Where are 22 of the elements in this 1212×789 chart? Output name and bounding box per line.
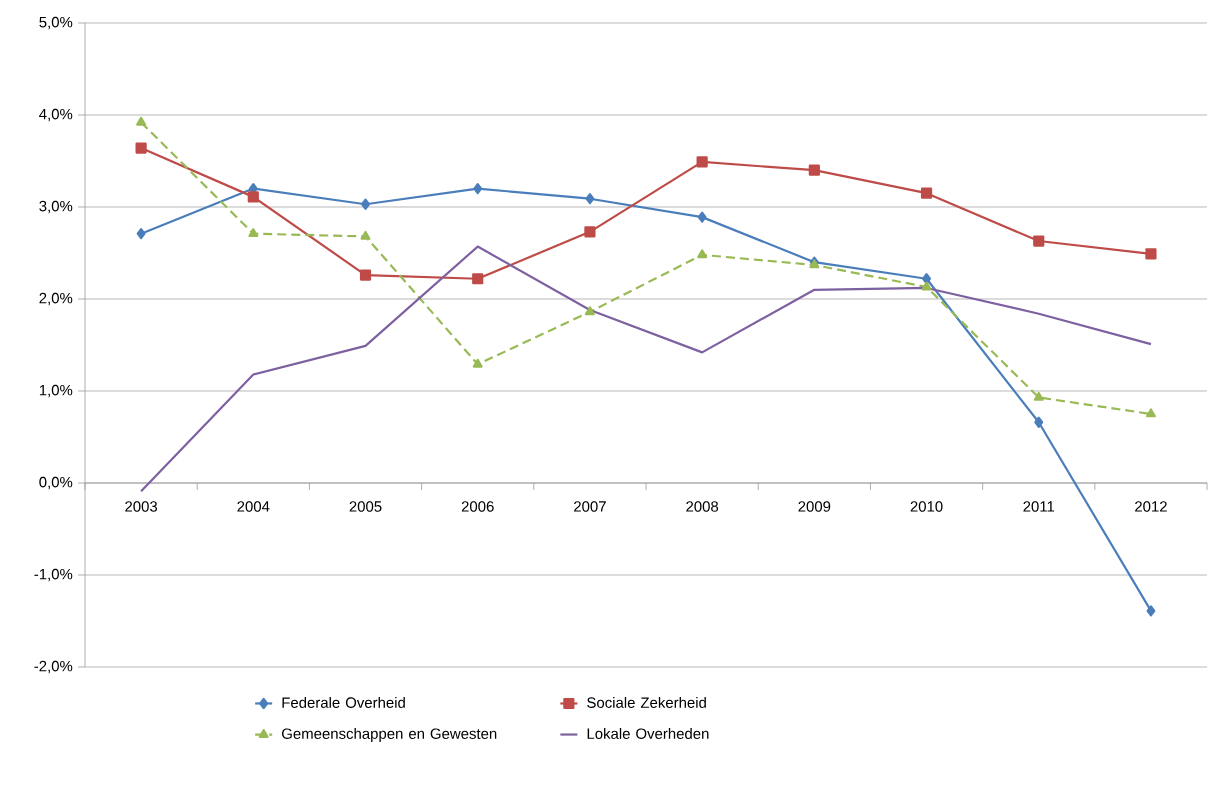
x-tick-label: 2005 <box>349 501 382 512</box>
x-tick-label: 2006 <box>461 501 494 512</box>
y-tick-label: 5,0% <box>39 16 73 30</box>
legend-label: Lokale Overheden <box>587 728 709 739</box>
x-tick-label: 2007 <box>574 501 606 512</box>
y-tick-label: -1,0% <box>34 568 73 582</box>
x-tick-label: 2011 <box>1023 501 1055 512</box>
y-tick-label: 3,0% <box>39 200 73 214</box>
x-tick-label: 2003 <box>125 501 158 512</box>
legend-label: Sociale Zekerheid <box>587 696 706 708</box>
y-tick-label: 1,0% <box>39 384 73 398</box>
y-tick-label: 0,0% <box>39 476 73 490</box>
x-tick-label: 2004 <box>237 501 270 512</box>
legend-label: Federale Overheid <box>282 696 405 708</box>
legend-label: Gemeenschappen en Gewesten <box>282 728 497 742</box>
y-tick-label: 4,0% <box>39 108 73 122</box>
x-tick-label: 2008 <box>686 501 719 512</box>
x-tick-label: 2012 <box>1135 501 1167 512</box>
y-tick-label: -2,0% <box>34 660 73 674</box>
y-tick-label: 2,0% <box>39 292 73 306</box>
x-tick-label: 2010 <box>910 501 943 512</box>
x-tick-label: 2009 <box>798 501 831 512</box>
